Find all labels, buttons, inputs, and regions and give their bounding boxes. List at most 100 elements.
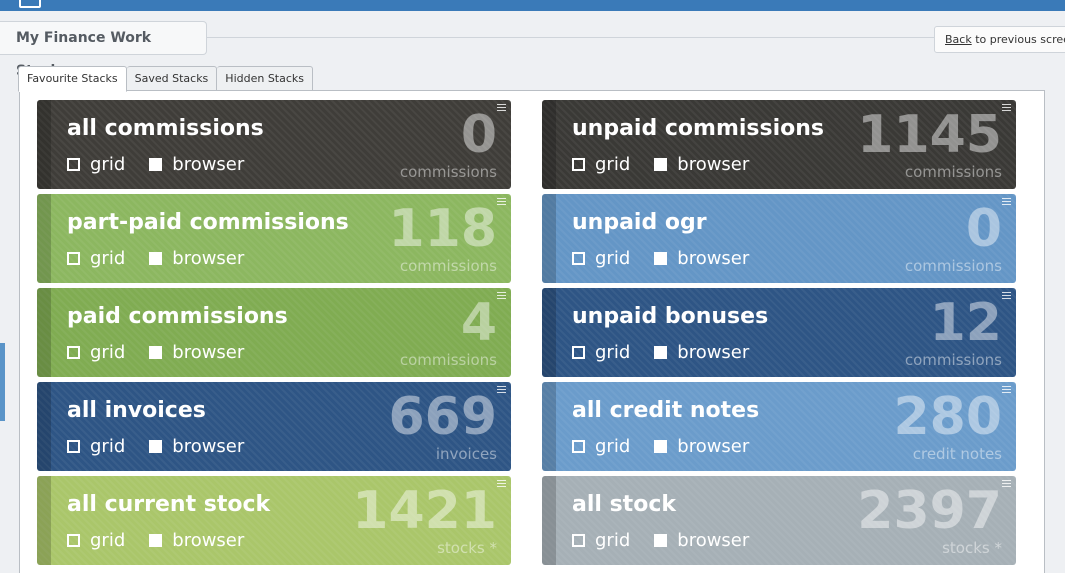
checkbox-empty-icon[interactable]	[572, 440, 585, 453]
grid-label: grid	[595, 436, 631, 457]
grid-option[interactable]: grid	[67, 436, 125, 457]
checkbox-empty-icon[interactable]	[67, 534, 80, 547]
checkbox-filled-icon[interactable]	[149, 440, 163, 453]
browser-label: browser	[172, 248, 245, 269]
stack-card-all-invoices[interactable]: all invoices grid browser 669 invoices	[37, 382, 511, 471]
checkbox-filled-icon[interactable]	[654, 440, 668, 453]
tab-saved-stacks[interactable]: Saved Stacks	[126, 66, 218, 91]
checkbox-filled-icon[interactable]	[654, 534, 668, 547]
grid-option[interactable]: grid	[67, 342, 125, 363]
card-count: 669	[388, 387, 497, 447]
stack-card-all-stock[interactable]: all stock grid browser 2397 stocks *	[542, 476, 1016, 565]
browser-label: browser	[172, 154, 245, 175]
card-stripe	[542, 194, 556, 283]
browser-option[interactable]: browser	[654, 342, 749, 363]
grid-label: grid	[90, 342, 126, 363]
checkbox-empty-icon[interactable]	[67, 346, 80, 359]
header-divider	[0, 37, 1065, 38]
stack-card-all-commissions[interactable]: all commissions grid browser 0 commissio…	[37, 100, 511, 189]
grid-option[interactable]: grid	[572, 154, 630, 175]
card-count: 0	[965, 199, 1002, 259]
stack-card-all-current-stock[interactable]: all current stock grid browser 1421 stoc…	[37, 476, 511, 565]
browser-option[interactable]: browser	[149, 530, 244, 551]
checkbox-filled-icon[interactable]	[654, 346, 668, 359]
browser-label: browser	[677, 530, 750, 551]
checkbox-empty-icon[interactable]	[572, 346, 585, 359]
stack-card-part-paid-commissions[interactable]: part-paid commissions grid browser 118 c…	[37, 194, 511, 283]
browser-option[interactable]: browser	[654, 154, 749, 175]
grid-option[interactable]: grid	[572, 248, 630, 269]
checkbox-filled-icon[interactable]	[149, 158, 163, 171]
card-title: all current stock	[67, 492, 271, 517]
top-bar	[0, 0, 1065, 11]
browser-option[interactable]: browser	[149, 436, 244, 457]
card-count: 118	[388, 199, 497, 259]
hamburger-menu-icon[interactable]	[1002, 292, 1011, 300]
card-stripe	[542, 288, 556, 377]
hamburger-menu-icon[interactable]	[497, 198, 506, 206]
card-title: unpaid bonuses	[572, 304, 769, 329]
hamburger-menu-icon[interactable]	[1002, 198, 1011, 206]
hamburger-menu-icon[interactable]	[497, 480, 506, 488]
hamburger-menu-icon[interactable]	[1002, 386, 1011, 394]
card-options: grid browser	[572, 436, 773, 457]
hamburger-menu-icon[interactable]	[1002, 104, 1011, 112]
grid-label: grid	[90, 248, 126, 269]
checkbox-filled-icon[interactable]	[654, 252, 668, 265]
checkbox-filled-icon[interactable]	[149, 252, 163, 265]
checkbox-filled-icon[interactable]	[149, 346, 163, 359]
browser-option[interactable]: browser	[149, 248, 244, 269]
card-count: 280	[893, 387, 1002, 447]
side-panel-handle[interactable]	[0, 343, 5, 421]
back-link[interactable]: Back	[945, 33, 972, 46]
grid-option[interactable]: grid	[572, 530, 630, 551]
browser-option[interactable]: browser	[654, 436, 749, 457]
checkbox-empty-icon[interactable]	[572, 534, 585, 547]
grid-option[interactable]: grid	[572, 342, 630, 363]
browser-option[interactable]: browser	[149, 342, 244, 363]
checkbox-empty-icon[interactable]	[572, 158, 585, 171]
grid-label: grid	[595, 248, 631, 269]
stack-card-all-credit-notes[interactable]: all credit notes grid browser 280 credit…	[542, 382, 1016, 471]
hamburger-menu-icon[interactable]	[497, 292, 506, 300]
grid-option[interactable]: grid	[572, 436, 630, 457]
stack-card-unpaid-bonuses[interactable]: unpaid bonuses grid browser 12 commissio…	[542, 288, 1016, 377]
hamburger-menu-icon[interactable]	[497, 386, 506, 394]
hamburger-menu-icon[interactable]	[497, 104, 506, 112]
card-title: unpaid commissions	[572, 116, 825, 141]
checkbox-empty-icon[interactable]	[67, 440, 80, 453]
app-menu-icon[interactable]	[19, 0, 41, 8]
checkbox-empty-icon[interactable]	[67, 158, 80, 171]
checkbox-empty-icon[interactable]	[67, 252, 80, 265]
checkbox-empty-icon[interactable]	[572, 252, 585, 265]
stack-card-paid-commissions[interactable]: paid commissions grid browser 4 commissi…	[37, 288, 511, 377]
card-options: grid browser	[67, 436, 268, 457]
browser-option[interactable]: browser	[149, 154, 244, 175]
hamburger-menu-icon[interactable]	[1002, 480, 1011, 488]
browser-label: browser	[677, 436, 750, 457]
browser-option[interactable]: browser	[654, 530, 749, 551]
card-unit: commissions	[399, 163, 497, 181]
card-stripe	[37, 288, 51, 377]
card-title: paid commissions	[67, 304, 288, 329]
browser-label: browser	[677, 154, 750, 175]
card-stripe	[37, 382, 51, 471]
card-title: all commissions	[67, 116, 264, 141]
stack-card-unpaid-commissions[interactable]: unpaid commissions grid browser 1145 com…	[542, 100, 1016, 189]
card-stripe	[37, 194, 51, 283]
grid-label: grid	[595, 342, 631, 363]
tab-favourite-stacks[interactable]: Favourite Stacks	[18, 66, 127, 92]
card-unit: commissions	[904, 257, 1002, 275]
card-title: unpaid ogr	[572, 210, 707, 235]
card-stripe	[37, 476, 51, 565]
grid-option[interactable]: grid	[67, 530, 125, 551]
grid-label: grid	[90, 154, 126, 175]
checkbox-filled-icon[interactable]	[654, 158, 668, 171]
tab-hidden-stacks[interactable]: Hidden Stacks	[217, 66, 314, 91]
stack-card-unpaid-ogr[interactable]: unpaid ogr grid browser 0 commissions	[542, 194, 1016, 283]
browser-option[interactable]: browser	[654, 248, 749, 269]
grid-option[interactable]: grid	[67, 248, 125, 269]
grid-option[interactable]: grid	[67, 154, 125, 175]
card-count: 2397	[857, 481, 1002, 541]
checkbox-filled-icon[interactable]	[149, 534, 163, 547]
